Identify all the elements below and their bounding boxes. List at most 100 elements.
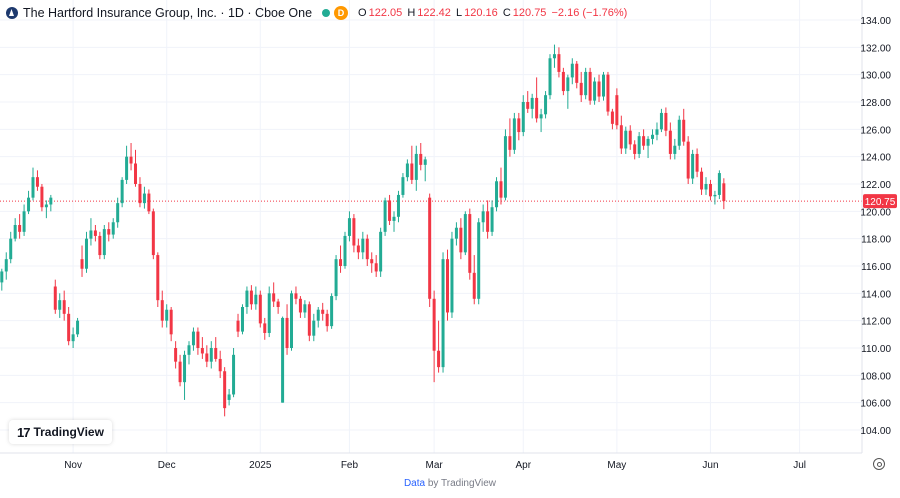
candle[interactable] xyxy=(200,337,204,359)
candle[interactable] xyxy=(134,149,138,187)
data-link[interactable]: Data xyxy=(403,478,426,489)
candle[interactable] xyxy=(588,67,592,105)
candle[interactable] xyxy=(151,208,155,260)
candle[interactable] xyxy=(414,145,418,191)
candle[interactable] xyxy=(495,177,499,212)
candle[interactable] xyxy=(49,194,53,212)
candle[interactable] xyxy=(35,170,39,191)
candle[interactable] xyxy=(392,211,396,232)
candle[interactable] xyxy=(334,255,338,301)
candle[interactable] xyxy=(330,293,334,329)
candle[interactable] xyxy=(276,298,280,314)
candle[interactable] xyxy=(156,252,160,307)
candle[interactable] xyxy=(682,108,686,146)
candle[interactable] xyxy=(655,122,659,141)
candle[interactable] xyxy=(147,189,151,215)
price-axis[interactable]: 134.00 132.00 130.00 128.00 126.00 124.00 122.… xyxy=(860,0,897,453)
candle[interactable] xyxy=(410,145,414,184)
candle[interactable] xyxy=(401,173,405,198)
data-delay-badge[interactable]: D xyxy=(334,6,349,20)
candle[interactable] xyxy=(76,317,80,338)
symbol-title[interactable]: The Hartford Insurance Group, Inc. · 1D … xyxy=(23,6,313,20)
candle[interactable] xyxy=(584,67,588,100)
candle[interactable] xyxy=(343,231,347,269)
candle[interactable] xyxy=(240,304,244,335)
candle[interactable] xyxy=(352,214,356,253)
candle[interactable] xyxy=(557,47,561,78)
candle[interactable] xyxy=(481,204,485,232)
candle[interactable] xyxy=(227,389,231,406)
candle[interactable] xyxy=(232,348,236,398)
candle[interactable] xyxy=(503,129,507,201)
candle[interactable] xyxy=(374,255,378,277)
candle[interactable] xyxy=(530,93,534,119)
candle[interactable] xyxy=(165,304,169,328)
candle[interactable] xyxy=(686,136,690,184)
candle[interactable] xyxy=(463,211,467,256)
candle[interactable] xyxy=(62,290,66,321)
candle[interactable] xyxy=(517,112,521,141)
candle[interactable] xyxy=(566,74,570,109)
candle[interactable] xyxy=(575,61,579,89)
candle[interactable] xyxy=(593,77,597,105)
candle[interactable] xyxy=(624,126,628,154)
candle[interactable] xyxy=(178,354,182,387)
candle[interactable] xyxy=(125,145,129,184)
candle[interactable] xyxy=(258,290,262,328)
candle[interactable] xyxy=(98,231,102,260)
candle[interactable] xyxy=(89,218,93,246)
candle[interactable] xyxy=(419,143,423,171)
candle[interactable] xyxy=(316,307,320,328)
candle[interactable] xyxy=(388,194,392,225)
candle[interactable] xyxy=(84,231,88,273)
candle[interactable] xyxy=(691,149,695,184)
candle[interactable] xyxy=(71,327,75,349)
candle[interactable] xyxy=(67,307,71,346)
candle[interactable] xyxy=(450,231,454,318)
tradingview-logo[interactable]: 17 TradingView xyxy=(9,420,112,444)
candle[interactable] xyxy=(107,222,111,242)
candle[interactable] xyxy=(570,58,574,85)
candle[interactable] xyxy=(597,74,601,102)
candle[interactable] xyxy=(312,313,316,342)
candle[interactable] xyxy=(187,341,191,365)
candle[interactable] xyxy=(102,225,106,260)
candle[interactable] xyxy=(722,178,726,210)
candle[interactable] xyxy=(116,197,120,228)
candle[interactable] xyxy=(290,290,294,351)
candle[interactable] xyxy=(22,204,26,236)
candle[interactable] xyxy=(695,148,699,178)
candle[interactable] xyxy=(668,122,672,160)
candle[interactable] xyxy=(321,302,325,321)
candle[interactable] xyxy=(477,218,481,305)
candle[interactable] xyxy=(298,296,302,318)
candle[interactable] xyxy=(610,108,614,130)
candle[interactable] xyxy=(677,115,681,150)
candle[interactable] xyxy=(365,234,369,266)
candle[interactable] xyxy=(272,282,276,307)
candle[interactable] xyxy=(169,307,173,342)
candle[interactable] xyxy=(544,91,548,119)
candle[interactable] xyxy=(263,317,267,340)
candle[interactable] xyxy=(370,252,374,273)
candle[interactable] xyxy=(285,304,289,355)
candle[interactable] xyxy=(664,107,668,137)
candle[interactable] xyxy=(396,190,400,223)
candle[interactable] xyxy=(9,231,13,264)
candle[interactable] xyxy=(307,301,311,342)
candle[interactable] xyxy=(254,286,258,310)
candle[interactable] xyxy=(468,208,472,280)
candle[interactable] xyxy=(18,214,22,239)
candle[interactable] xyxy=(552,44,556,68)
candle[interactable] xyxy=(606,71,610,116)
candle[interactable] xyxy=(31,167,35,201)
candle[interactable] xyxy=(628,125,632,150)
candle[interactable] xyxy=(659,108,663,133)
candle[interactable] xyxy=(4,252,8,280)
candle[interactable] xyxy=(120,177,124,208)
candle[interactable] xyxy=(704,177,708,195)
candle[interactable] xyxy=(619,115,623,154)
candle[interactable] xyxy=(249,285,253,310)
candle[interactable] xyxy=(223,367,227,417)
